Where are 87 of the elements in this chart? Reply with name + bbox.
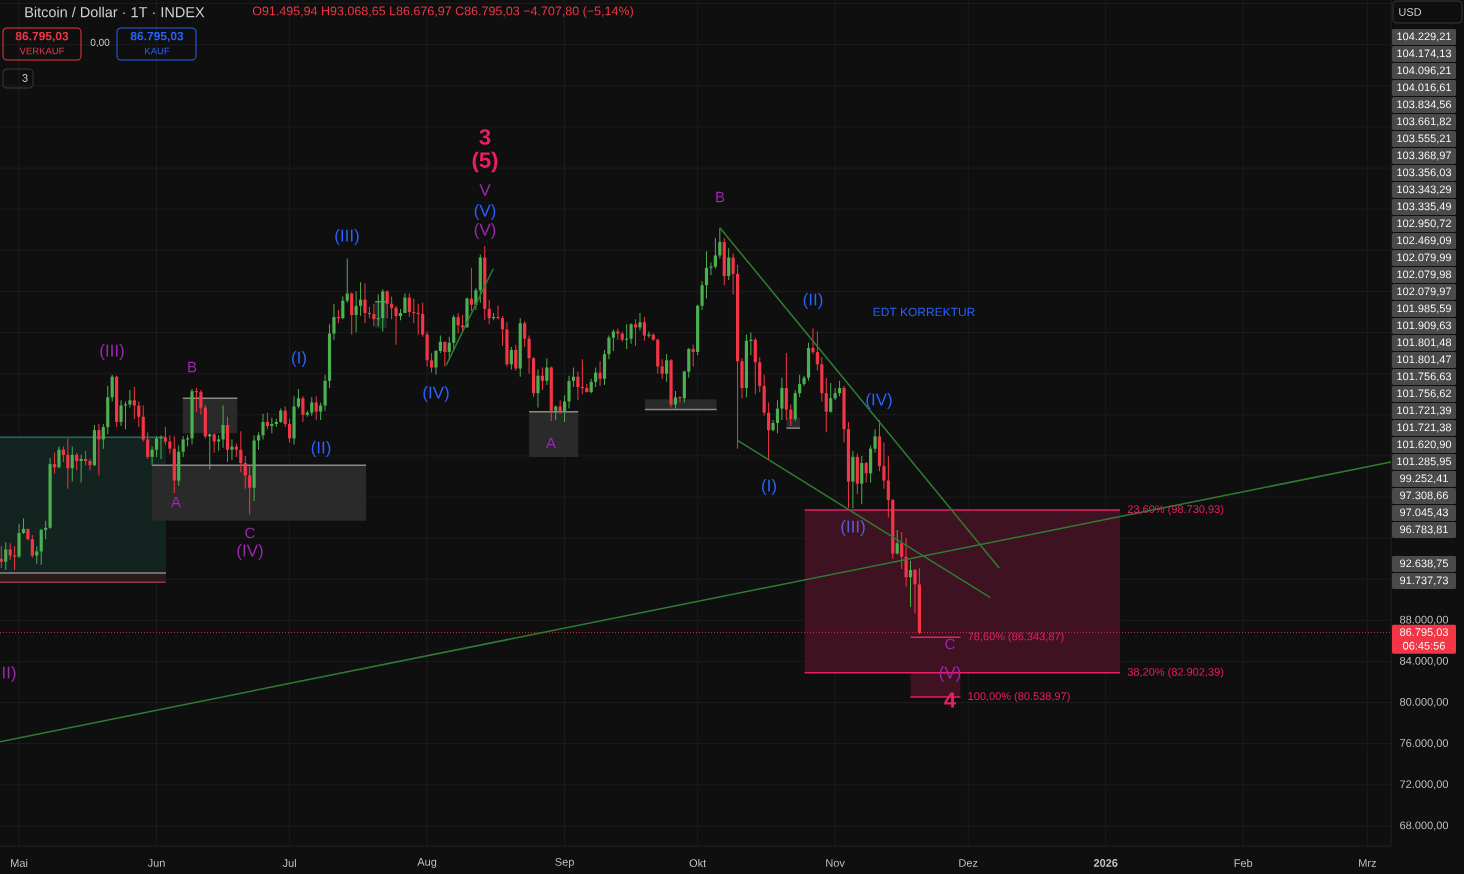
x-tick-label: Jul xyxy=(282,858,296,868)
text: 102.079,99 xyxy=(1397,253,1452,263)
text: 104.229,21 xyxy=(1397,32,1451,42)
text: 102.079,97 xyxy=(1397,287,1451,297)
annotation: 100,00% (80.538,97) xyxy=(968,691,1070,703)
annotation: EDT KORREKTUR xyxy=(873,307,975,317)
annotation: C xyxy=(245,527,255,539)
text: 103.834,56 xyxy=(1397,100,1452,110)
y-tick-label: 72.000,00 xyxy=(1400,780,1449,790)
annotation: (5) xyxy=(472,151,498,173)
text: 101.801,47 xyxy=(1397,355,1451,365)
annotation: (I) xyxy=(762,479,776,495)
annotation: (III) xyxy=(335,229,359,245)
x-tick-label: Dez xyxy=(959,859,978,867)
text: USD xyxy=(1399,8,1422,16)
text: 101.909,63 xyxy=(1397,321,1452,331)
text: 102.079,98 xyxy=(1397,270,1452,280)
x-tick-label: 2026 xyxy=(1093,859,1118,867)
annotation: 86.795,03 xyxy=(15,31,69,43)
annotation: 78,60% (86.343,87) xyxy=(968,632,1064,643)
x-tick-label: Nov xyxy=(826,859,845,867)
y-tick-label: 80.000,00 xyxy=(1400,698,1449,708)
x-tick-label: Mai xyxy=(11,858,28,868)
annotation: A xyxy=(171,496,181,508)
annotation: KAUF xyxy=(145,47,170,55)
text: 104.016,61 xyxy=(1397,83,1451,93)
text: 91.737,73 xyxy=(1400,576,1448,586)
text: 06:45:56 xyxy=(1403,641,1445,650)
text: 96.783,81 xyxy=(1400,525,1448,535)
annotation: (IV) xyxy=(866,393,892,409)
text: 97.045,43 xyxy=(1400,508,1448,518)
annotation: (IV) xyxy=(237,544,263,560)
ref-line-label: 86.795,03 xyxy=(1400,628,1448,638)
annotation: (II) xyxy=(803,293,823,309)
text: 97.308,66 xyxy=(1400,491,1448,501)
annotation: (III) xyxy=(841,520,865,536)
text: 102.950,72 xyxy=(1397,219,1451,229)
annotation: (III) xyxy=(100,344,124,360)
text: 101.721,38 xyxy=(1397,423,1452,433)
text: 101.756,63 xyxy=(1397,372,1452,382)
x-tick-label: Okt xyxy=(689,858,707,868)
annotation: VERKAUF xyxy=(19,47,65,55)
annotation: 3 xyxy=(479,129,491,145)
text: 104.174,13 xyxy=(1397,49,1452,59)
annotation: 0,00 xyxy=(90,38,110,48)
annotation: (V) xyxy=(474,223,496,239)
text: 103.335,49 xyxy=(1397,202,1452,212)
text: 103.661,82 xyxy=(1397,117,1451,127)
annotation: B xyxy=(716,191,725,203)
annotation: A xyxy=(546,437,556,449)
annotation: B xyxy=(188,361,197,373)
y-tick-label: 88.000,00 xyxy=(1400,615,1449,625)
text: 103.555,21 xyxy=(1397,134,1451,144)
y-tick-label: 84.000,00 xyxy=(1400,656,1449,667)
text: 101.985,59 xyxy=(1397,304,1452,314)
chart-title: Bitcoin / Dollar · 1T · INDEX xyxy=(25,6,205,18)
text: 92.638,75 xyxy=(1400,559,1448,569)
annotation: (I) xyxy=(292,351,306,367)
annotation: 3 xyxy=(22,74,28,82)
x-tick-label: Mrz xyxy=(1359,859,1376,867)
text: 99.252,41 xyxy=(1400,474,1448,484)
chart-subtitle: O91.495,94 H93.068,65 L86.676,97 C86.795,03 −4.707,80 (−5,14%) xyxy=(252,6,633,18)
text: 101.721,39 xyxy=(1397,406,1452,416)
x-tick-label: Feb xyxy=(1234,858,1253,868)
annotation: (IV) xyxy=(423,386,449,402)
text: 101.756,62 xyxy=(1397,389,1451,399)
x-tick-label: Jun xyxy=(147,859,165,867)
y-tick-label: 76.000,00 xyxy=(1400,739,1449,749)
annotation: V xyxy=(479,184,491,196)
text: 101.620,90 xyxy=(1397,440,1452,450)
text: 103.356,03 xyxy=(1397,168,1452,178)
text: 103.368,97 xyxy=(1397,151,1451,161)
annotation: 23,60% (98.730,93) xyxy=(1127,504,1224,516)
x-tick-label: Aug xyxy=(417,858,437,868)
text: 101.801,48 xyxy=(1397,338,1452,348)
annotation: C xyxy=(945,638,955,650)
annotation: 38,20% (82.902,39) xyxy=(1127,667,1224,678)
text: 101.285,95 xyxy=(1397,457,1452,467)
text: 104.096,21 xyxy=(1397,66,1451,76)
x-tick-label: Sep xyxy=(555,858,574,868)
annotation: (II) xyxy=(311,441,331,457)
annotation: 86.795,03 xyxy=(130,31,184,43)
text: 102.469,09 xyxy=(1397,236,1452,246)
annotation: (V) xyxy=(474,204,496,220)
text: 103.343,29 xyxy=(1397,185,1452,195)
annotation: II) xyxy=(3,666,16,682)
y-tick-label: 68.000,00 xyxy=(1400,821,1449,831)
